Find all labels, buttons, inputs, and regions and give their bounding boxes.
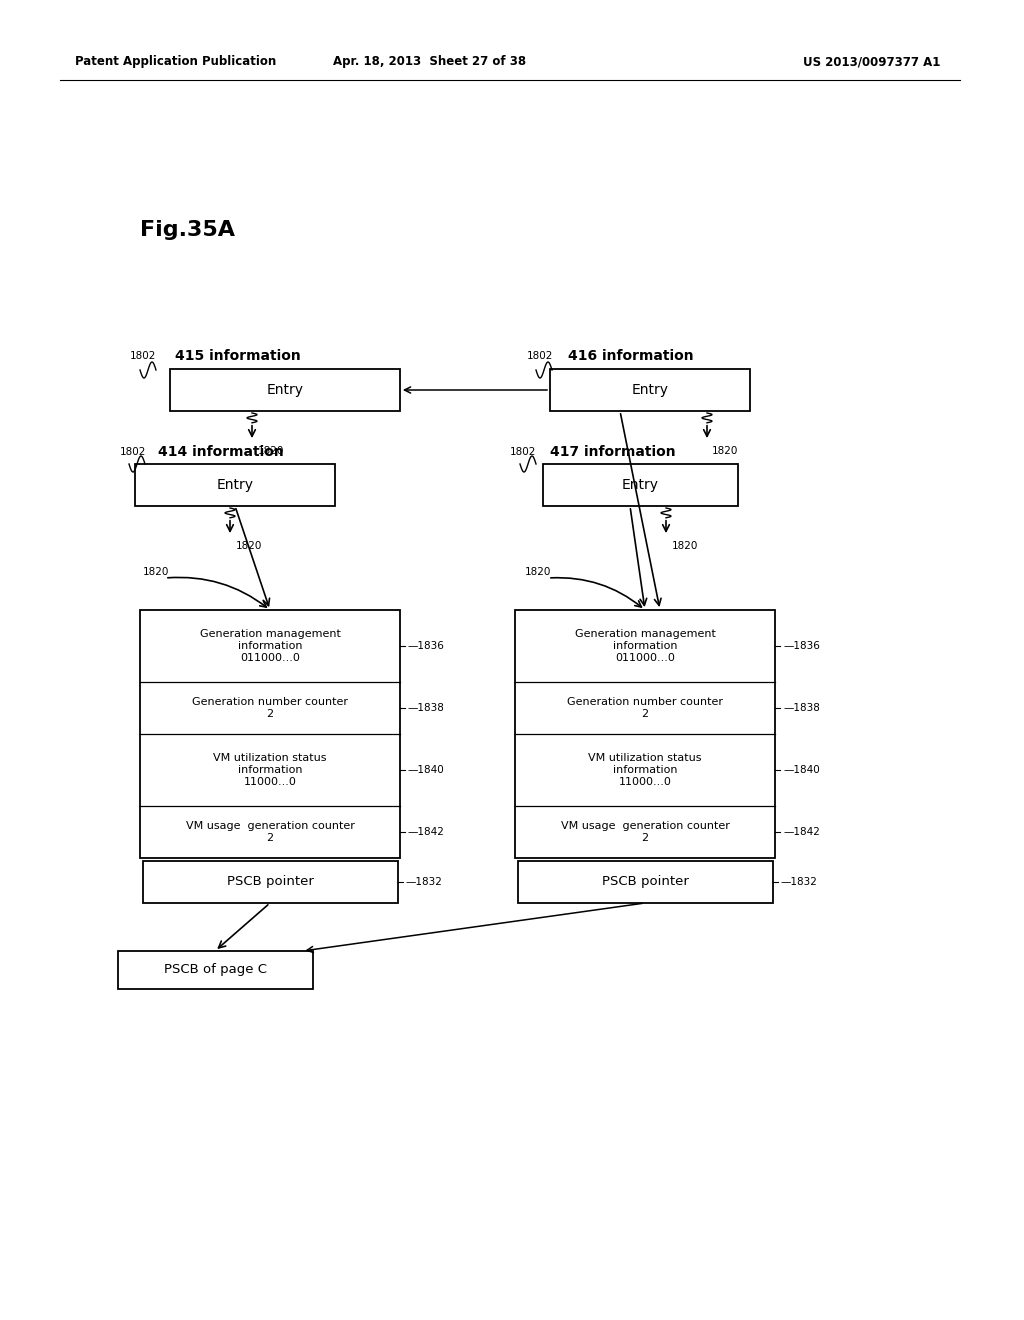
Text: —1838: —1838 — [783, 704, 820, 713]
Bar — [142, 861, 397, 903]
Text: 1820: 1820 — [525, 568, 551, 577]
Text: Fig.35A: Fig.35A — [140, 220, 234, 240]
Text: VM utilization status
information
11000...0: VM utilization status information 11000.… — [588, 754, 701, 787]
Text: 1820: 1820 — [143, 568, 169, 577]
Text: —1842: —1842 — [408, 828, 444, 837]
Text: —1840: —1840 — [408, 766, 444, 775]
Text: 1820: 1820 — [236, 541, 262, 550]
Text: PSCB pointer: PSCB pointer — [601, 875, 688, 888]
Text: US 2013/0097377 A1: US 2013/0097377 A1 — [803, 55, 940, 69]
Text: 417 information: 417 information — [550, 445, 676, 459]
Text: 1802: 1802 — [130, 351, 157, 360]
Text: Entry: Entry — [216, 478, 254, 492]
Text: 1802: 1802 — [120, 447, 146, 457]
Text: —1836: —1836 — [408, 642, 444, 651]
Text: —1832: —1832 — [780, 876, 817, 887]
Text: Generation number counter
2: Generation number counter 2 — [193, 697, 348, 719]
Text: VM usage  generation counter
2: VM usage generation counter 2 — [560, 821, 729, 842]
Text: —1836: —1836 — [783, 642, 820, 651]
Text: 416 information: 416 information — [568, 348, 693, 363]
Text: —1840: —1840 — [783, 766, 820, 775]
Text: 415 information: 415 information — [175, 348, 301, 363]
Text: PSCB of page C: PSCB of page C — [164, 964, 266, 977]
Text: —1832: —1832 — [406, 876, 442, 887]
Text: 1802: 1802 — [527, 351, 553, 360]
Text: 414 information: 414 information — [158, 445, 284, 459]
Bar — [140, 610, 400, 858]
Text: Apr. 18, 2013  Sheet 27 of 38: Apr. 18, 2013 Sheet 27 of 38 — [334, 55, 526, 69]
Bar — [118, 950, 312, 989]
Text: 1802: 1802 — [510, 447, 537, 457]
Bar — [515, 610, 775, 858]
Text: Entry: Entry — [632, 383, 669, 397]
Text: Entry: Entry — [266, 383, 303, 397]
Text: Entry: Entry — [622, 478, 658, 492]
Text: 1820: 1820 — [672, 541, 698, 550]
Text: Generation number counter
2: Generation number counter 2 — [567, 697, 723, 719]
Bar — [550, 370, 750, 411]
Text: PSCB pointer: PSCB pointer — [226, 875, 313, 888]
Text: Generation management
information
011000...0: Generation management information 011000… — [200, 630, 340, 663]
Text: —1842: —1842 — [783, 828, 820, 837]
Text: VM utilization status
information
11000...0: VM utilization status information 11000.… — [213, 754, 327, 787]
Text: VM usage  generation counter
2: VM usage generation counter 2 — [185, 821, 354, 842]
Text: —1838: —1838 — [408, 704, 444, 713]
Bar — [135, 465, 335, 506]
Text: 1820: 1820 — [712, 446, 738, 455]
Bar — [170, 370, 400, 411]
Text: Patent Application Publication: Patent Application Publication — [75, 55, 276, 69]
Bar — [517, 861, 772, 903]
Text: Generation management
information
011000...0: Generation management information 011000… — [574, 630, 716, 663]
Text: 1820: 1820 — [258, 446, 285, 455]
Bar — [543, 465, 737, 506]
